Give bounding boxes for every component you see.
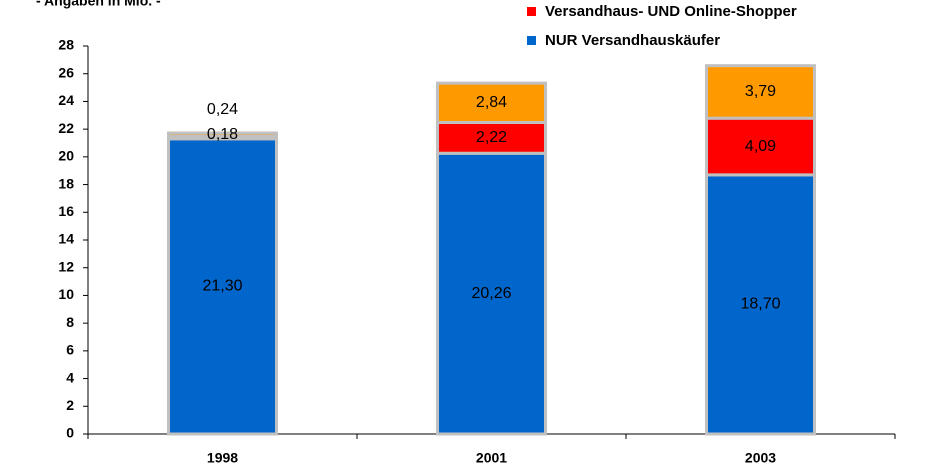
y-tick-label: 12 (58, 258, 74, 274)
y-tick-label: 22 (58, 120, 74, 136)
y-tick-label: 26 (58, 64, 74, 80)
value-label: 18,70 (740, 296, 780, 313)
x-tick-label: 2003 (745, 450, 776, 465)
bar-segment (705, 116, 816, 177)
bar-segment (167, 137, 278, 436)
y-tick-label: 10 (58, 286, 74, 302)
bar-segment (436, 151, 547, 436)
legend-label: Versandhaus- UND Online-Shopper (545, 3, 797, 20)
value-label: 2,22 (476, 129, 507, 146)
x-tick-label: 2001 (476, 450, 507, 465)
value-label: 0,24 (207, 101, 238, 118)
chart-subtitle: - Angaben in Mio. - (36, 0, 161, 9)
y-tick-label: 4 (66, 369, 74, 385)
bar-segment (436, 81, 547, 124)
y-tick-label: 18 (58, 175, 74, 191)
bar-segment (705, 64, 816, 120)
value-label: 21,30 (202, 278, 242, 295)
x-tick-label: 1998 (207, 450, 238, 465)
bar-segment (167, 131, 278, 138)
value-label: 4,09 (745, 138, 776, 155)
y-tick-label: 28 (58, 37, 74, 53)
value-label: 2,84 (476, 94, 507, 111)
y-tick-label: 20 (58, 148, 74, 164)
legend-swatch (527, 7, 536, 16)
bar-segment (705, 173, 816, 436)
value-label: 20,26 (471, 285, 511, 302)
y-tick-label: 6 (66, 342, 74, 358)
y-tick-label: 2 (66, 397, 74, 413)
y-tick-label: 24 (58, 92, 74, 108)
bar-segment (436, 120, 547, 155)
legend-label: NUR Versandhauskäufer (545, 32, 720, 49)
value-label: 3,79 (745, 83, 776, 100)
y-tick-label: 0 (66, 425, 74, 441)
y-tick-label: 14 (58, 231, 74, 247)
y-tick-label: 8 (66, 314, 74, 330)
y-tick-label: 16 (58, 203, 74, 219)
value-label: 0,18 (207, 126, 238, 143)
legend-swatch (527, 36, 536, 45)
